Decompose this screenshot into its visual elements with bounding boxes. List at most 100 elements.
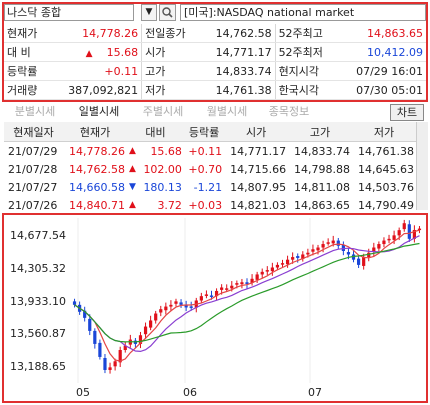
korea-time: 07/30 05:01 — [337, 80, 426, 100]
daily-price-table: 현재일자 현재가 대비 등락률 시가 고가 저가 21/07/29 14,778… — [4, 122, 416, 214]
candle-body — [245, 282, 249, 284]
candle-body — [209, 295, 214, 297]
y-tick-label: 13,933.10 — [10, 295, 66, 308]
change-rate: +0.11 — [48, 61, 142, 81]
info-label: 시가 — [141, 42, 199, 62]
table-header-row: 현재일자 현재가 대비 등락률 시가 고가 저가 — [4, 122, 416, 142]
row-low: 14,645.63 — [358, 162, 414, 176]
candle-body — [174, 301, 178, 304]
info-label: 52주최저 — [274, 42, 338, 62]
info-panel-highlight — [2, 2, 428, 102]
candle-body — [402, 223, 406, 230]
info-label: 저가 — [141, 80, 199, 100]
prev-close: 14,762.58 — [198, 24, 276, 43]
volume: 387,092,821 — [48, 80, 142, 100]
week52-high: 14,863.65 — [337, 24, 426, 43]
candle-body — [321, 244, 325, 248]
dropdown-arrow-icon[interactable]: ▼ — [141, 4, 157, 21]
row-change: 3.72 — [157, 198, 182, 212]
up-arrow-icon: ▲ — [129, 200, 136, 210]
candle-body — [296, 256, 300, 258]
row-high: 14,798.88 — [294, 162, 351, 176]
candle-body — [123, 345, 127, 350]
candle-body — [311, 249, 315, 252]
candle-body — [225, 288, 229, 290]
candle-body — [356, 258, 361, 265]
table-row[interactable]: 21/07/28 14,762.58 ▲ 102.00 +0.70 14,715… — [4, 160, 416, 178]
candle-body — [230, 285, 234, 289]
row-rate: +0.03 — [188, 198, 223, 212]
y-tick-label: 13,188.65 — [10, 360, 66, 373]
candle-body — [169, 304, 173, 307]
y-tick-label: 13,560.87 — [10, 327, 66, 340]
candle-body — [270, 267, 274, 272]
candle-body — [280, 263, 285, 265]
candle-body — [301, 254, 305, 259]
table-row[interactable]: 21/07/26 14,840.71 ▲ 3.72 +0.03 14,821.0… — [4, 196, 416, 214]
row-price: 14,660.58 — [69, 180, 125, 194]
candle-body — [108, 367, 112, 370]
row-high: 14,833.74 — [294, 144, 351, 158]
symbol-search-input[interactable]: 나스닥 종합 — [4, 4, 134, 21]
candle-body — [204, 294, 209, 296]
row-open: 14,807.95 — [230, 180, 287, 194]
info-label: 한국시각 — [274, 80, 338, 100]
col-header: 등락률 — [183, 122, 225, 142]
candle-body — [189, 306, 193, 308]
candle-body — [341, 244, 345, 251]
ma5-line — [74, 229, 420, 362]
candle-body — [179, 302, 183, 305]
tab-bar: 분별시세 일별시세 주별시세 월별시세 종목정보 차트 — [4, 104, 426, 121]
table-row[interactable]: 21/07/27 14,660.58 ▼ 180.13 -1.21 14,807… — [4, 178, 416, 196]
row-change: 102.00 — [143, 162, 182, 176]
tab-minute[interactable]: 분별시세 — [14, 105, 56, 118]
ma10-line — [74, 235, 420, 353]
tab-daily[interactable]: 일별시세 — [78, 105, 120, 118]
candle-body — [164, 306, 168, 311]
candle-body — [240, 282, 244, 285]
candle-body — [291, 257, 295, 260]
candle-body — [351, 254, 356, 260]
row-date: 21/07/28 — [8, 162, 58, 176]
candle-body — [412, 229, 416, 239]
candle-body — [407, 224, 411, 239]
tab-weekly[interactable]: 주별시세 — [142, 105, 184, 118]
up-arrow-icon: ▲ — [85, 48, 93, 59]
candle-body — [98, 342, 102, 357]
col-header: 현재일자 — [4, 122, 64, 142]
low-price: 14,761.38 — [198, 80, 276, 100]
candle-body — [199, 296, 203, 301]
col-header: 저가 — [352, 122, 416, 142]
candle-body — [154, 313, 158, 321]
open-price: 14,771.17 — [198, 42, 276, 62]
candle-body — [306, 252, 310, 255]
up-arrow-icon: ▲ — [129, 146, 136, 156]
info-label: 현지시각 — [274, 61, 338, 81]
candle-body — [103, 357, 107, 370]
chart-button[interactable]: 차트 — [390, 104, 424, 121]
candle-body — [382, 240, 386, 245]
info-label: 거래량 — [4, 80, 49, 100]
candle-body — [260, 271, 264, 275]
table-row[interactable]: 21/07/29 14,778.26 ▲ 15.68 +0.11 14,771.… — [4, 142, 416, 161]
market-name-field: [미국]:NASDAQ national market — [180, 4, 426, 21]
candle-body — [346, 252, 351, 255]
candle-body — [159, 309, 163, 313]
search-button[interactable] — [159, 4, 176, 21]
candle-body — [118, 350, 122, 363]
candle-body — [149, 320, 153, 328]
x-tick-label: 05 — [76, 386, 90, 399]
week52-low: 10,412.09 — [337, 42, 426, 62]
candle-body — [143, 326, 148, 335]
candlestick-chart[interactable] — [72, 218, 422, 383]
row-price: 14,840.71 — [69, 198, 125, 212]
toolbar: 나스닥 종합 ▼ [미국]:NASDAQ national market — [4, 4, 426, 22]
change-value: ▲ 15.68 — [48, 42, 142, 62]
vertical-scrollbar[interactable] — [416, 122, 428, 210]
tab-monthly[interactable]: 월별시세 — [206, 105, 248, 118]
row-high: 14,863.65 — [294, 198, 351, 212]
local-time: 07/29 16:01 — [337, 61, 426, 81]
y-tick-label: 14,677.54 — [10, 229, 66, 242]
candle-body — [336, 240, 340, 246]
tab-stock-info[interactable]: 종목정보 — [268, 105, 310, 118]
